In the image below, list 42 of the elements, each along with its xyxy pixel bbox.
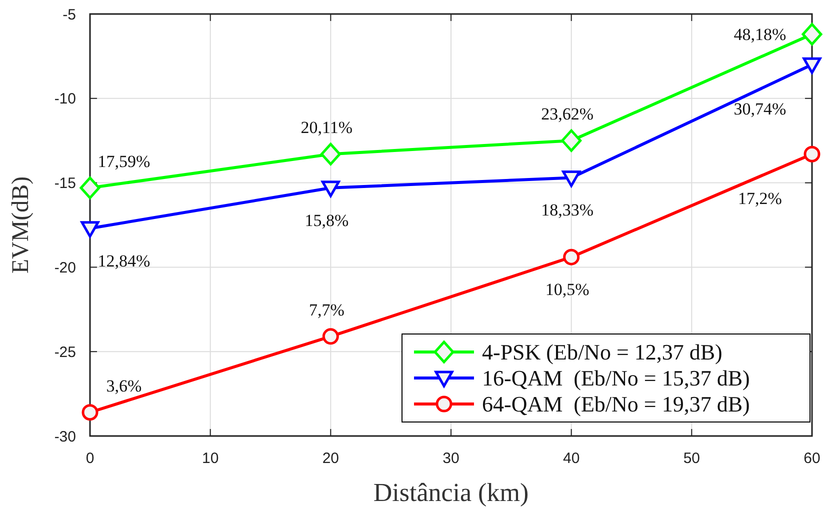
x-tick-label: 40 — [562, 450, 580, 467]
y-tick-label: -10 — [54, 90, 76, 108]
y-tick-label: -30 — [54, 428, 76, 446]
annotation: 3,6% — [106, 376, 142, 396]
point — [80, 221, 100, 238]
point — [82, 404, 98, 421]
point — [563, 248, 580, 266]
y-tick-label: -25 — [54, 344, 76, 361]
annotation: 17,2% — [738, 189, 782, 208]
x-tick-label: 10 — [202, 450, 219, 467]
annotation: 15,8% — [304, 210, 349, 230]
x-tick-label: 60 — [804, 450, 820, 467]
annotation: 30,74% — [734, 100, 786, 119]
annotation: 48,18% — [734, 25, 786, 44]
annotation: 10,5% — [545, 280, 590, 300]
legend-label: 64-QAM (Eb/No = 19,37 dB) — [482, 392, 750, 417]
y-tick-label: -5 — [62, 6, 76, 24]
point — [562, 170, 581, 187]
annotation: 12,84% — [98, 251, 150, 270]
point — [561, 129, 582, 152]
point — [321, 180, 340, 198]
point — [802, 23, 822, 46]
point — [322, 328, 339, 345]
x-tick-label: 20 — [322, 450, 340, 467]
point — [320, 142, 341, 166]
x-tick-label: 50 — [683, 450, 700, 467]
point — [802, 57, 822, 74]
point — [804, 146, 820, 162]
x-tick-label: 30 — [442, 450, 460, 467]
y-tick-label: -20 — [54, 259, 76, 276]
y-axis-title: EVM(dB) — [8, 176, 34, 274]
annotation: 18,33% — [541, 200, 594, 220]
y-tick-label: -15 — [54, 175, 76, 192]
annotation: 23,62% — [541, 104, 594, 124]
annotation: 17,59% — [98, 152, 150, 171]
legend-label: 16-QAM (Eb/No = 15,37 dB) — [482, 366, 750, 391]
annotation: 20,11% — [300, 118, 353, 138]
annotation: 7,7% — [308, 300, 344, 320]
point — [80, 176, 100, 200]
x-tick-label: 0 — [86, 450, 94, 467]
x-axis-title: Distância (km) — [373, 478, 529, 507]
legend-label: 4-PSK (Eb/No = 12,37 dB) — [482, 340, 722, 365]
